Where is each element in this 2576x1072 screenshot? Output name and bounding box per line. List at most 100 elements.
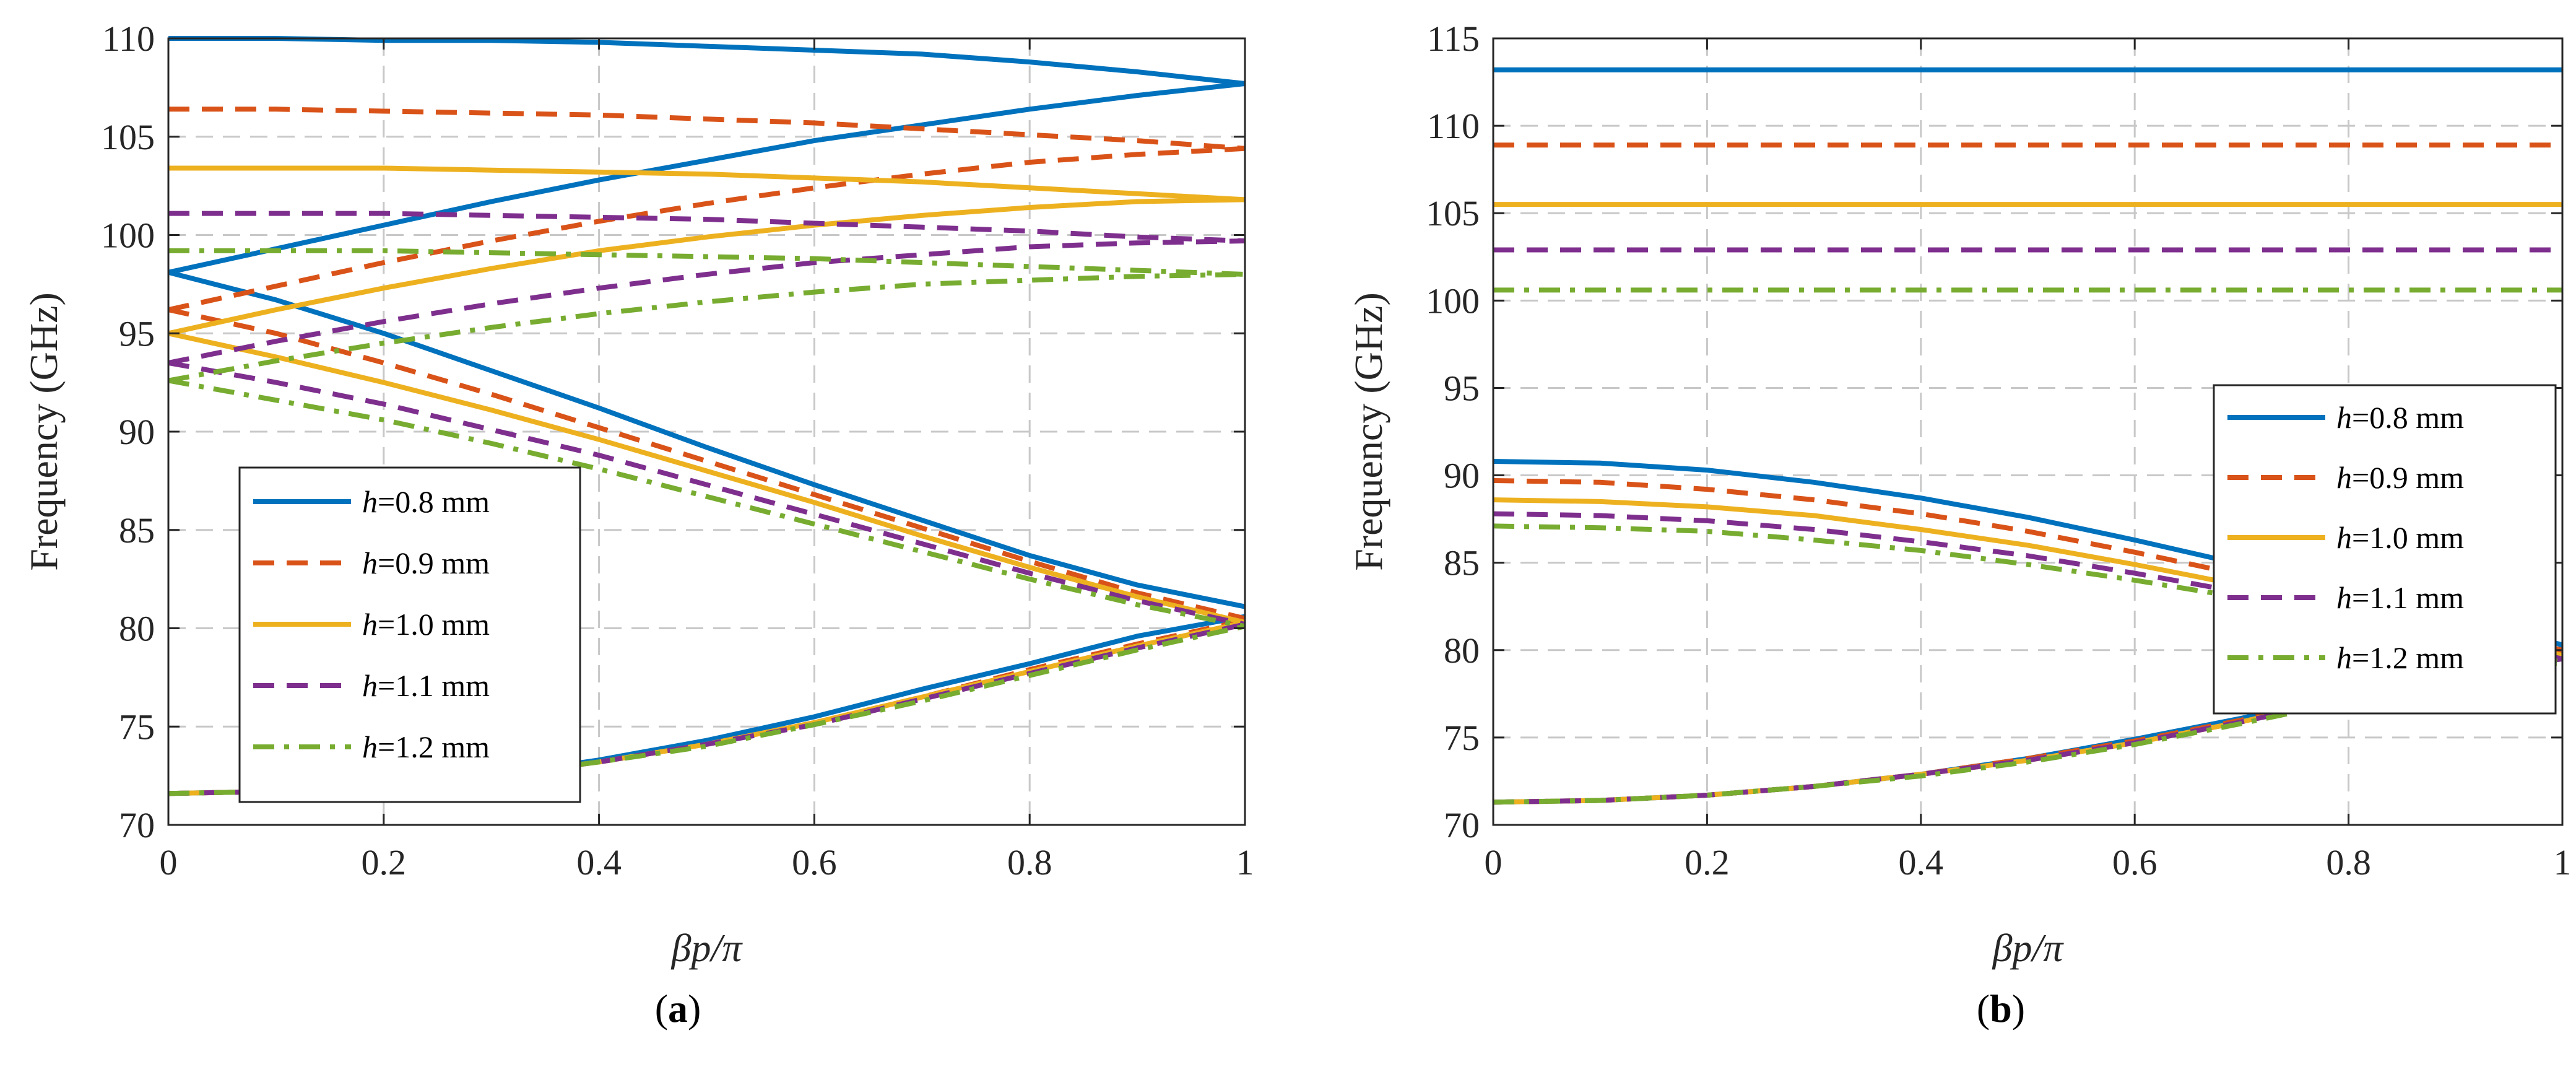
legend-entry: h=0.9 mm (253, 546, 490, 580)
y-tick-label: 85 (1444, 543, 1480, 583)
y-tick-label: 105 (1426, 193, 1480, 233)
y-tick-label: 100 (101, 216, 155, 256)
legend-label: h=0.8 mm (362, 484, 490, 519)
legend-entry: h=0.9 mm (2227, 460, 2464, 495)
series-line-1-0-mode-4 (168, 165, 1246, 203)
legend-label-variable: h (362, 484, 378, 519)
legend-label: h=0.8 mm (2336, 400, 2464, 435)
y-tick-label: 75 (119, 707, 155, 747)
legend-box (238, 466, 581, 803)
panel-caption: (b) (1977, 987, 2025, 1031)
series-line-1-2-mode-1 (1493, 660, 2563, 805)
series-line-1-2-mode-4 (168, 248, 1246, 277)
legend-label-value: =0.9 mm (2352, 460, 2464, 495)
legend-label-variable: h (2336, 400, 2352, 435)
legend-label-value: =0.8 mm (378, 484, 490, 519)
legend-label-value: =1.1 mm (2352, 580, 2464, 615)
caption-close: ) (2012, 987, 2025, 1031)
y-tick-label: 95 (119, 313, 155, 354)
legend-label: h=1.1 mm (362, 668, 490, 703)
series-lines (1493, 67, 2563, 805)
x-tick-label: 1 (2554, 842, 2572, 882)
x-tick-label: 0.4 (1899, 842, 1944, 882)
legend-label-variable: h (2336, 460, 2352, 495)
caption-letter: a (668, 987, 688, 1031)
series-line-0-8-mode-4 (168, 36, 1246, 86)
legend-label: h=1.0 mm (2336, 520, 2464, 555)
legend-label-variable: h (362, 546, 378, 580)
legend-label-variable: h (362, 607, 378, 642)
x-tick-label: 0.2 (362, 842, 407, 882)
legend-label-value: =1.1 mm (378, 668, 490, 703)
y-tick-label: 70 (1444, 805, 1480, 845)
y-tick-label: 105 (101, 117, 155, 157)
legend-label-variable: h (2336, 580, 2352, 615)
series-line-0-9-mode-3 (168, 146, 1246, 313)
legend: h=0.8 mmh=0.9 mmh=1.0 mmh=1.1 mmh=1.2 mm (2213, 384, 2557, 715)
legend-label-value: =1.0 mm (2352, 520, 2464, 555)
x-tick-label: 0.2 (1685, 842, 1730, 882)
series-line-1-2-mode-2 (168, 378, 1246, 629)
legend-entry: h=1.1 mm (253, 668, 490, 703)
series-line-0-8-mode-2 (168, 269, 1246, 609)
series-line-1-1-mode-2 (168, 360, 1246, 627)
series-line-0-8-mode-3 (168, 81, 1246, 275)
y-tick-label: 90 (119, 412, 155, 452)
caption-open: ( (1977, 987, 1990, 1031)
legend-label-value: =1.0 mm (378, 607, 490, 642)
x-tick-label: 0 (160, 842, 178, 882)
series-line-1-2-mode-3 (168, 272, 1246, 383)
x-tick-label: 1 (1236, 842, 1254, 882)
caption-open: ( (655, 987, 668, 1031)
ticks: 0 0.2 0.4 0.6 0.8 1 70 75 80 85 90 95 100 105 110 (101, 19, 1254, 882)
x-axis-label: βp/π (670, 926, 744, 970)
legend: h=0.8 mmh=0.9 mmh=1.0 mmh=1.1 mmh=1.2 mm (238, 466, 581, 803)
legend-box (2213, 384, 2557, 715)
legend-label: h=0.9 mm (362, 546, 490, 580)
chart-panel-b: 0 0.2 0.4 0.6 0.8 1 70 75 80 85 90 95 100 105 110 115 βp… (1347, 19, 2572, 1031)
series-line-1-1-mode-2 (1493, 511, 2563, 661)
y-tick-label: 100 (1426, 281, 1480, 321)
legend-label-value: =1.2 mm (378, 730, 490, 764)
caption-letter: b (1990, 987, 2012, 1031)
x-axis-label: βp/π (1992, 926, 2065, 970)
x-tick-label: 0.8 (2326, 842, 2371, 882)
legend-label-variable: h (362, 730, 378, 764)
caption-close: ) (688, 987, 701, 1031)
legend-label-variable: h (362, 668, 378, 703)
axes-box (1492, 37, 2564, 826)
series-line-1-0-mode-3 (168, 197, 1246, 336)
panel-caption: (a) (655, 987, 701, 1031)
ticks: 0 0.2 0.4 0.6 0.8 1 70 75 80 85 90 95 100 105 110 115 (1426, 19, 2572, 882)
y-tick-label: 110 (102, 19, 155, 59)
legend-entry: h=1.1 mm (2227, 580, 2464, 615)
legend-label: h=1.1 mm (2336, 580, 2464, 615)
series-line-1-0-mode-2 (168, 331, 1246, 625)
y-axis-label: Frequency (GHz) (1347, 292, 1390, 571)
series-line-1-1-mode-4 (168, 211, 1246, 243)
legend-entry: h=0.8 mm (253, 484, 490, 519)
series-line-1-2-mode-2 (1493, 523, 2563, 665)
legend-label: h=1.2 mm (2336, 640, 2464, 675)
y-tick-label: 115 (1427, 19, 1480, 59)
x-tick-label: 0.6 (2112, 842, 2158, 882)
y-tick-label: 80 (119, 609, 155, 649)
y-tick-label: 80 (1444, 630, 1480, 671)
legend-label-variable: h (2336, 520, 2352, 555)
legend-label: h=1.0 mm (362, 607, 490, 642)
legend-label-value: =0.8 mm (2352, 400, 2464, 435)
legend-entry: h=1.0 mm (2227, 520, 2464, 555)
legend-entry: h=1.2 mm (2227, 640, 2464, 675)
y-axis-label: Frequency (GHz) (22, 292, 66, 571)
series-line-0-9-mode-2 (168, 307, 1246, 621)
legend-entry: h=1.2 mm (253, 730, 490, 764)
legend-label-variable: h (2336, 640, 2352, 675)
x-tick-label: 0.6 (792, 842, 837, 882)
legend-entry: h=1.0 mm (253, 607, 490, 642)
y-tick-label: 75 (1444, 718, 1480, 758)
y-tick-label: 95 (1444, 368, 1480, 408)
series-line-0-9-mode-2 (1493, 478, 2563, 653)
legend-label-value: =0.9 mm (378, 546, 490, 580)
x-tick-label: 0.4 (576, 842, 622, 882)
